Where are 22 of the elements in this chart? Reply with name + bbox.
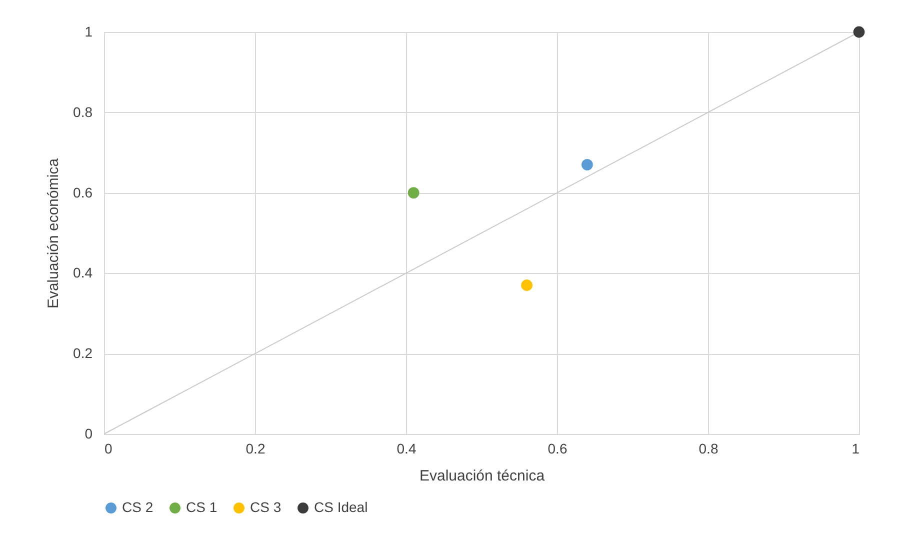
point	[521, 280, 532, 291]
legend-label: CS 3	[250, 499, 282, 515]
y-tick-label: 1	[84, 24, 93, 40]
point	[853, 26, 865, 38]
x-axis-title: Evaluación técnica	[419, 468, 546, 484]
x-tick-label: 0	[104, 440, 112, 456]
x-tick-label: 0.4	[396, 440, 416, 456]
legend-label: CS 1	[186, 499, 218, 515]
x-tick-label: 0.2	[246, 440, 266, 456]
y-tick-label: 0.6	[73, 184, 93, 200]
y-tick-label: 0	[84, 426, 93, 442]
x-tick-label: 0.8	[698, 440, 718, 456]
y-axis-title: Evaluación económica	[45, 158, 62, 309]
y-tick-label: 0.4	[73, 264, 93, 281]
x-tick-label: 0.6	[548, 440, 568, 456]
point	[408, 187, 420, 198]
y-tick-label: 0.8	[73, 104, 93, 120]
point	[582, 158, 593, 170]
x-tick-label: 1	[852, 440, 860, 456]
legend-label: CS Ideal	[314, 499, 368, 515]
legend-label: CS 2	[122, 499, 154, 515]
y-tick-label: 0.2	[73, 345, 93, 362]
